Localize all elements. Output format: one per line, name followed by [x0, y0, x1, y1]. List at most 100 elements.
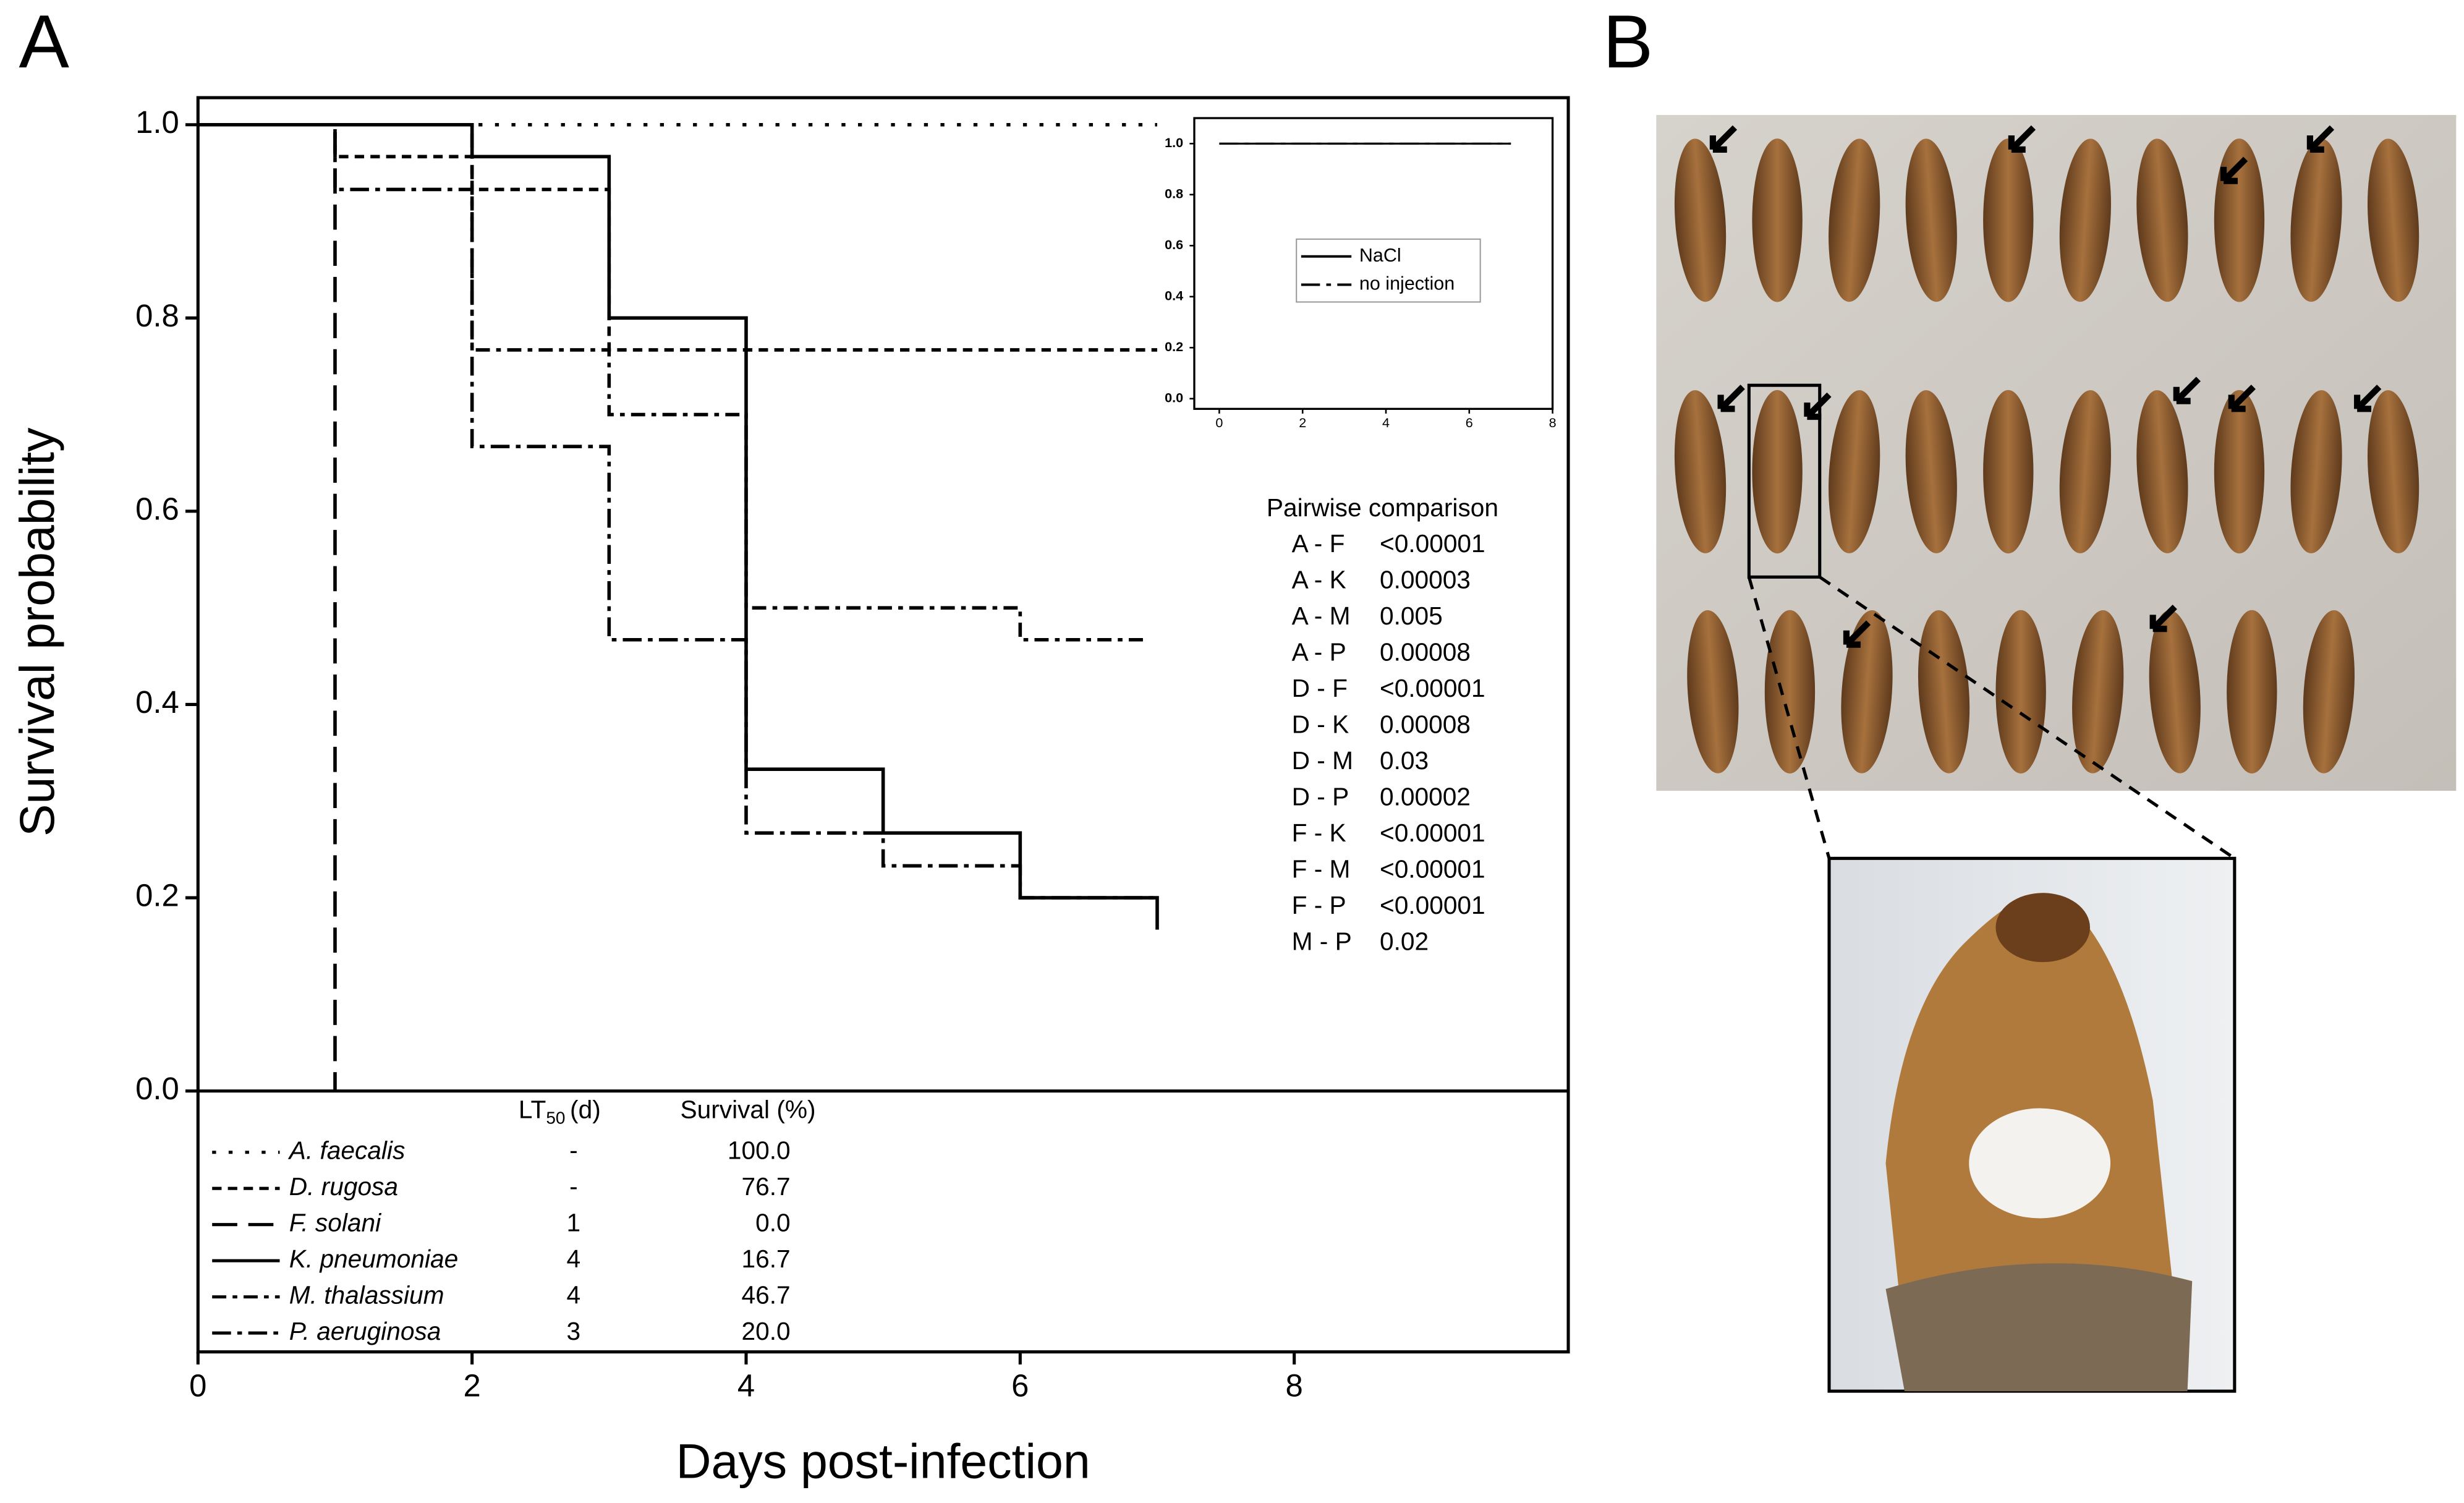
zoom-connector — [1747, 576, 1831, 859]
x-tick-label: 6 — [1466, 415, 1473, 430]
legend-label: no injection — [1359, 273, 1455, 294]
larva — [1905, 138, 1957, 302]
pairwise-p: 0.005 — [1380, 602, 1443, 630]
legend-label: P. aeruginosa — [289, 1317, 441, 1345]
larva — [1983, 138, 2034, 302]
lt50-header: LT50 (d) — [519, 1095, 601, 1127]
pairwise-title: Pairwise comparison — [1267, 493, 1498, 522]
larva — [2367, 390, 2419, 553]
larva — [1829, 390, 1880, 553]
pairwise-pair: A - F — [1292, 529, 1345, 558]
larva — [2149, 610, 2201, 773]
y-tick-label: 1.0 — [1165, 135, 1183, 150]
lt50-value: 1 — [567, 1208, 581, 1237]
larva — [1752, 138, 1803, 302]
pairwise-p: <0.00001 — [1380, 529, 1485, 558]
survival-value: 16.7 — [742, 1245, 791, 1273]
arrow — [1709, 125, 1738, 153]
panel-label: A — [19, 0, 70, 83]
pairwise-pair: A - M — [1292, 602, 1351, 630]
pairwise-p: 0.02 — [1380, 927, 1429, 955]
larva — [2214, 390, 2265, 554]
larva — [1764, 610, 1816, 774]
y-tick-label: 0.4 — [135, 684, 179, 720]
lt50-value: - — [569, 1172, 578, 1201]
fungal-growth — [1969, 1108, 2111, 1219]
pairwise-p: <0.00001 — [1380, 674, 1485, 702]
larva — [2059, 390, 2111, 553]
x-tick-label: 2 — [464, 1368, 481, 1403]
pairwise-pair: A - K — [1292, 566, 1346, 594]
x-tick-label: 8 — [1549, 415, 1557, 430]
pairwise-pair: F - K — [1292, 819, 1346, 847]
pairwise-p: 0.00003 — [1380, 566, 1471, 594]
x-tick-label: 4 — [737, 1368, 755, 1403]
legend-label: NaCl — [1359, 245, 1401, 266]
x-tick-label: 6 — [1011, 1368, 1029, 1403]
pairwise-pair: F - P — [1292, 891, 1346, 919]
larva — [1995, 610, 2046, 774]
lt50-value: - — [569, 1136, 578, 1164]
y-tick-label: 0.6 — [1165, 237, 1183, 252]
y-tick-label: 0.6 — [135, 491, 179, 526]
pairwise-pair: D - F — [1292, 674, 1348, 702]
larva — [2072, 610, 2124, 773]
zoom-box — [1747, 383, 1822, 579]
y-tick-label: 0.8 — [135, 298, 179, 333]
larva — [1841, 610, 1893, 773]
larva — [1674, 390, 1727, 553]
y-tick-label: 1.0 — [135, 104, 179, 140]
panel-label: B — [1603, 0, 1653, 83]
larva — [1674, 138, 1727, 302]
pairwise-p: 0.00008 — [1380, 710, 1471, 739]
lt50-value: 4 — [567, 1280, 581, 1309]
larva — [2290, 138, 2342, 302]
larva — [1752, 390, 1803, 554]
pairwise-pair: F - M — [1292, 854, 1351, 883]
larva — [2059, 138, 2111, 302]
zoom-connector — [1819, 576, 2236, 860]
larva-closeup-shadow — [1885, 1263, 2193, 1392]
arrow — [2008, 125, 2036, 153]
x-axis-title: Days post-infection — [676, 1434, 1090, 1488]
pairwise-p: <0.00001 — [1380, 891, 1485, 919]
larva — [1983, 390, 2034, 554]
survival-value: 0.0 — [755, 1208, 791, 1237]
legend-box — [1296, 238, 1481, 303]
pairwise-p: 0.00008 — [1380, 638, 1471, 666]
larva — [2136, 138, 2188, 302]
survival-header: Survival (%) — [680, 1095, 815, 1123]
y-tick-label: 0.0 — [1165, 390, 1183, 406]
y-tick-label: 0.0 — [135, 1071, 179, 1106]
arrow — [2306, 125, 2335, 153]
lt50-header-part: 50 — [546, 1109, 565, 1128]
pairwise-pair: D - K — [1292, 710, 1349, 739]
arrow — [2228, 385, 2256, 412]
larva — [1687, 610, 1739, 773]
photo-panel — [1656, 114, 2457, 791]
zoom-panel — [1747, 383, 2237, 1393]
y-tick-label: 0.4 — [1165, 288, 1183, 304]
larva-head — [1995, 893, 2090, 963]
pairwise-pair: A - P — [1292, 638, 1346, 666]
lt50-value: 3 — [567, 1317, 581, 1345]
pairwise-pair: M - P — [1292, 927, 1352, 955]
larva — [2290, 390, 2342, 553]
survival-curve — [198, 122, 1157, 900]
pairwise-pair: D - P — [1292, 783, 1349, 811]
y-tick-label: 0.2 — [1165, 339, 1183, 354]
lt50-header-part: (d) — [570, 1095, 601, 1123]
legend-label: K. pneumoniae — [289, 1245, 458, 1273]
lt50-header-part: LT — [519, 1095, 546, 1123]
pairwise-p: <0.00001 — [1380, 819, 1485, 847]
larva — [2227, 610, 2277, 774]
y-tick-label: 0.2 — [135, 877, 179, 913]
arrow — [2220, 156, 2248, 184]
lt50-value: 4 — [567, 1245, 581, 1273]
survival-value: 20.0 — [742, 1317, 791, 1345]
arrow — [2173, 377, 2201, 404]
larva — [2367, 138, 2419, 302]
x-tick-label: 0 — [1215, 415, 1223, 430]
